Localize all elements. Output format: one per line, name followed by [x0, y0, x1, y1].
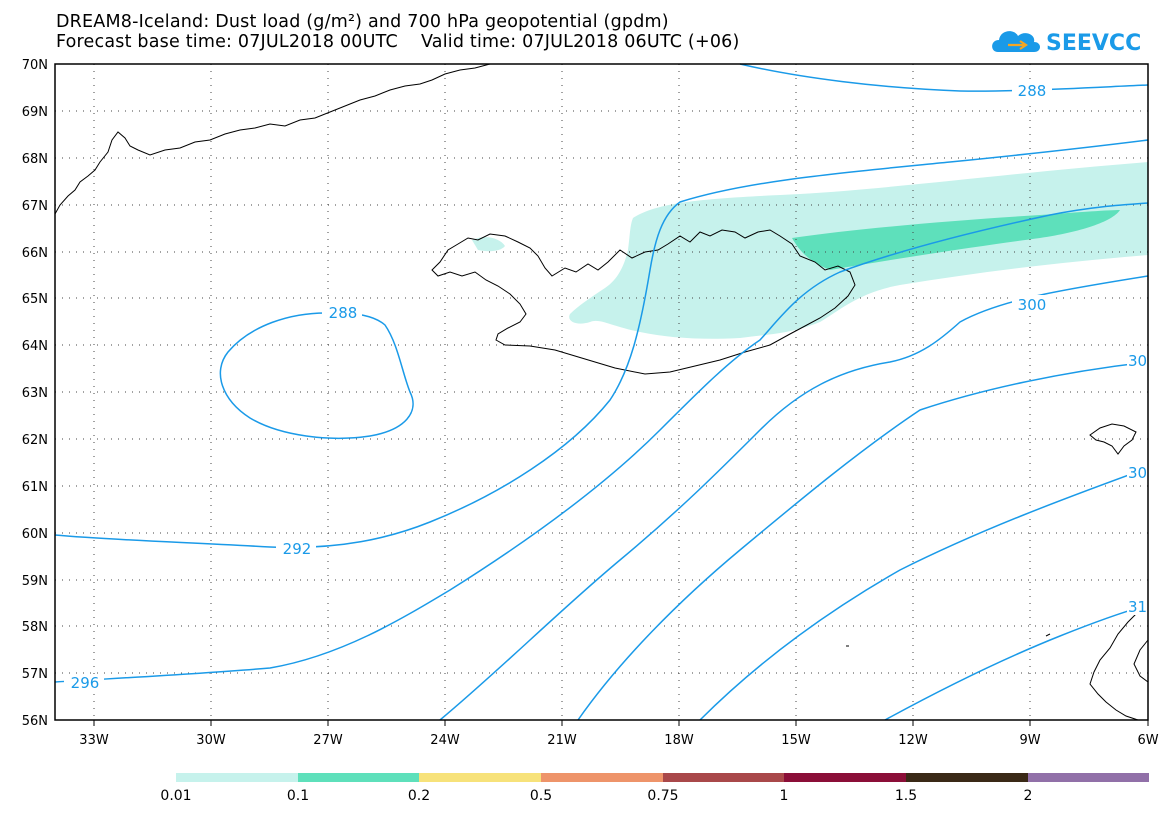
lat-tick-label: 65N — [22, 292, 48, 307]
lon-tick-label: 30W — [196, 733, 226, 748]
map-title: DREAM8-Iceland: Dust load (g/m²) and 700… — [56, 12, 669, 32]
lat-tick-label: 56N — [22, 714, 48, 729]
forecast-times: Forecast base time: 07JUL2018 00UTC Vali… — [56, 32, 740, 52]
lat-tick-label: 69N — [22, 105, 48, 120]
lat-tick-label: 70N — [22, 58, 48, 73]
colorbar-swatch — [419, 773, 541, 782]
lon-tick-label: 24W — [430, 733, 460, 748]
contour-292 — [54, 139, 1149, 549]
colorbar-swatch — [784, 773, 906, 782]
contour-300 — [439, 275, 1149, 721]
tick-marks — [93, 720, 1149, 726]
contour-288-north — [739, 63, 1149, 92]
lat-tick-label: 61N — [22, 480, 48, 495]
lon-tick-label: 12W — [898, 733, 928, 748]
colorbar-swatch — [906, 773, 1028, 782]
geopotential-contours — [54, 63, 1149, 721]
lat-tick-label: 57N — [22, 667, 48, 682]
contour-31 — [884, 604, 1149, 721]
lon-tick-label: 6W — [1137, 733, 1158, 748]
colorbar-label: 2 — [1023, 788, 1033, 804]
lat-tick-label: 62N — [22, 433, 48, 448]
lat-tick-label: 59N — [22, 574, 48, 589]
lon-tick-label: 21W — [547, 733, 577, 748]
contour-label-30b: 30 — [1128, 464, 1147, 482]
colorbar-label: 0.75 — [647, 788, 679, 804]
colorbar-swatch — [176, 773, 298, 782]
colorbar-label: 1 — [779, 788, 789, 804]
coastline-iceland — [431, 229, 856, 375]
lon-tick-label: 15W — [781, 733, 811, 748]
lat-tick-label: 66N — [22, 246, 48, 261]
seevccc-logo: SEEVCCC — [990, 22, 1157, 56]
map-frame — [54, 63, 1149, 721]
contour-30a — [577, 361, 1149, 721]
contour-label-292: 292 — [283, 540, 312, 558]
longitude-labels: 33W 30W 27W 24W 21W 18W 15W 12W 9W 6W — [79, 733, 1158, 748]
contour-30b — [699, 467, 1149, 721]
coastline-shetland — [1045, 633, 1051, 637]
dust-area-mid — [792, 210, 1120, 270]
lon-tick-label: 18W — [664, 733, 694, 748]
contour-labels: 288 288 292 296 300 30 30 31 — [64, 82, 1148, 692]
colorbar-label: 0.01 — [160, 788, 192, 804]
coastline-scotland — [1089, 604, 1149, 721]
latitude-labels: 70N 69N 68N 67N 66N 65N 64N 63N 62N 61N … — [22, 58, 48, 729]
colorbar-label: 0.1 — [286, 788, 310, 804]
colorbar-label: 1.5 — [894, 788, 918, 804]
colorbar-swatch — [1028, 773, 1149, 782]
contour-label-288-closed: 288 — [329, 304, 358, 322]
coastline-greenland — [54, 63, 491, 215]
contour-label-296: 296 — [71, 674, 100, 692]
contour-288-closed — [219, 312, 414, 439]
lat-tick-label: 63N — [22, 386, 48, 401]
dust-load-field — [472, 162, 1148, 339]
colorbar-swatch — [541, 773, 663, 782]
colorbar-label: 0.5 — [529, 788, 553, 804]
lat-tick-label: 64N — [22, 339, 48, 354]
colorbar-label: 0.2 — [407, 788, 431, 804]
colorbar-swatch — [663, 773, 784, 782]
contour-296 — [54, 202, 1149, 683]
logo-text: SEEVCCC — [1046, 31, 1140, 56]
lon-tick-label: 27W — [313, 733, 343, 748]
contour-label-300: 300 — [1018, 296, 1047, 314]
coastlines — [54, 63, 1149, 721]
lon-tick-label: 9W — [1019, 733, 1040, 748]
lat-tick-label: 67N — [22, 199, 48, 214]
colorbar — [176, 773, 1149, 782]
cloud-logo-icon — [992, 31, 1040, 52]
lon-tick-label: 33W — [79, 733, 109, 748]
lat-tick-label: 58N — [22, 620, 48, 635]
coastline-faroe — [1089, 423, 1137, 455]
contour-label-30a: 30 — [1128, 352, 1147, 370]
lat-tick-label: 68N — [22, 152, 48, 167]
lat-tick-label: 60N — [22, 527, 48, 542]
contour-label-288-north: 288 — [1018, 82, 1047, 100]
dust-area-low-west — [472, 237, 505, 252]
contour-label-31: 31 — [1128, 598, 1147, 616]
colorbar-swatch — [298, 773, 419, 782]
